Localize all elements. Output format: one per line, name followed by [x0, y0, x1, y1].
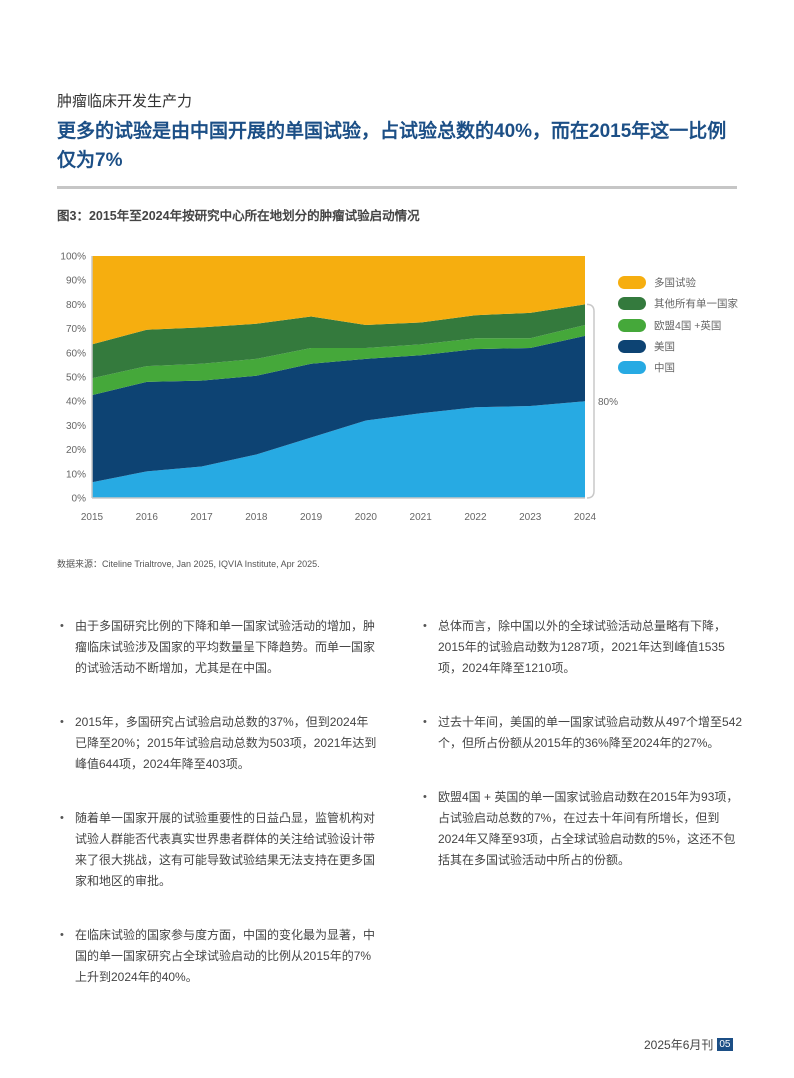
legend-swatch [618, 340, 646, 354]
chart-legend: 多国试验其他所有单一国家 欧盟4国 +英国 美国中国 [618, 272, 738, 378]
y-tick-label: 30% [66, 421, 86, 432]
bullet-left-2: • 2015年，多国研究占试验启动总数的37%，但到2024年已降至20%；201… [60, 712, 380, 775]
x-tick-label: 2019 [300, 512, 323, 523]
y-tick-label: 50% [66, 373, 86, 384]
bullet-left-3: • 随着单一国家开展的试验重要性的日益凸显，监管机构对试验人群能否代表真实世界患者… [60, 808, 380, 892]
legend-label: 中国 [654, 362, 675, 375]
divider [57, 186, 737, 189]
legend-label: 其他所有单一国家 [654, 298, 738, 311]
bullet-text: 由于多国研究比例的下降和单一国家试验活动的增加，肿瘤临床试验涉及国家的平均数量呈… [75, 619, 376, 675]
area-series-3 [92, 324, 585, 396]
legend-label: 美国 [654, 341, 675, 354]
figure-title: 图3：2015年至2024年按研究中心所在地划分的肿瘤试验启动情况 [57, 209, 420, 223]
data-source: 数据来源：Citeline Trialtrove, Jan 2025, IQVI… [57, 559, 320, 569]
bullet-text: 欧盟4国 + 英国的单一国家试验启动数在2015年为93项，占试验启动总数的7%… [438, 790, 739, 867]
bullet-right-1: • 总体而言，除中国以外的全球试验活动总量略有下降，2015年的试验启动数为128… [423, 616, 743, 679]
y-tick-label: 90% [66, 276, 86, 287]
x-tick-label: 2017 [190, 512, 213, 523]
legend-item: 其他所有单一国家 [618, 293, 738, 314]
x-tick-label: 2023 [519, 512, 542, 523]
bullet-dot: • [60, 716, 64, 728]
bullet-right-2: • 过去十年间，美国的单一国家试验启动数从497个增至542个，但所占份额从201… [423, 712, 743, 754]
x-tick-label: 2016 [136, 512, 159, 523]
legend-label: 欧盟4国 +英国 [654, 319, 722, 332]
y-tick-label: 0% [72, 494, 87, 505]
y-tick-label: 10% [66, 469, 86, 480]
x-tick-label: 2021 [410, 512, 433, 523]
bullet-text: 总体而言，除中国以外的全球试验活动总量略有下降，2015年的试验启动数为1287… [438, 619, 727, 675]
area-series-4 [92, 304, 585, 379]
legend-swatch [618, 318, 646, 332]
headline: 更多的试验是由中国开展的单国试验，占试验总数的40%，而在2015年这一比例仅为… [57, 121, 727, 171]
annotation-label: 80% [598, 397, 618, 408]
legend-label: 多国试验 [654, 277, 696, 290]
legend-swatch [618, 297, 646, 311]
y-tick-label: 100% [60, 252, 86, 263]
stacked-area-chart: 0% 10% 20% 30% 40% 50% 60% 70% 80% 90% 100% 2015 201… [60, 252, 618, 524]
legend-item: 美国 [618, 336, 738, 357]
y-tick-label: 40% [66, 397, 86, 408]
page-number: 05 [717, 1038, 733, 1051]
legend-item: 欧盟4国 +英国 [618, 315, 738, 336]
area-series-5 [92, 256, 585, 345]
bullet-dot: • [60, 620, 64, 632]
bullet-dot: • [60, 812, 64, 824]
bullet-dot: • [60, 929, 64, 941]
x-tick-label: 2015 [81, 512, 104, 523]
issue-label: 2025年6月刊 [644, 1038, 714, 1052]
x-tick-label: 2024 [574, 512, 597, 523]
footer: 2025年6月刊 05 [644, 1036, 733, 1053]
x-tick-label: 2022 [464, 512, 487, 523]
bullet-left-1: • 由于多国研究比例的下降和单一国家试验活动的增加，肿瘤临床试验涉及国家的平均数量… [60, 616, 380, 679]
y-tick-label: 80% [66, 300, 86, 311]
y-tick-label: 70% [66, 324, 86, 335]
bullet-dot: • [423, 791, 427, 803]
bullet-text: 随着单一国家开展的试验重要性的日益凸显，监管机构对试验人群能否代表真实世界患者群… [75, 811, 376, 888]
bullet-left-4: • 在临床试验的国家参与度方面，中国的变化最为显著，中国的单一国家研究占全球试验启… [60, 925, 380, 988]
bullet-text: 2015年，多国研究占试验启动总数的37%，但到2024年已降至20%；2015… [75, 715, 377, 771]
legend-item: 多国试验 [618, 272, 738, 293]
legend-item: 中国 [618, 357, 738, 378]
bullet-dot: • [423, 716, 427, 728]
x-tick-label: 2018 [245, 512, 268, 523]
bullet-dot: • [423, 620, 427, 632]
bullet-text: 在临床试验的国家参与度方面，中国的变化最为显著，中国的单一国家研究占全球试验启动… [75, 928, 376, 984]
bracket-annotation [586, 303, 595, 499]
section-label: 肿瘤临床开发生产力 [57, 93, 193, 110]
y-tick-label: 20% [66, 445, 86, 456]
area-series-1 [92, 401, 585, 498]
legend-swatch [618, 276, 646, 290]
legend-swatch [618, 361, 646, 375]
y-tick-label: 60% [66, 348, 86, 359]
bullet-right-3: • 欧盟4国 + 英国的单一国家试验启动数在2015年为93项，占试验启动总数的7… [423, 787, 743, 871]
x-tick-label: 2020 [355, 512, 378, 523]
area-series-2 [92, 335, 585, 483]
bullet-text: 过去十年间，美国的单一国家试验启动数从497个增至542个，但所占份额从2015… [438, 715, 743, 750]
